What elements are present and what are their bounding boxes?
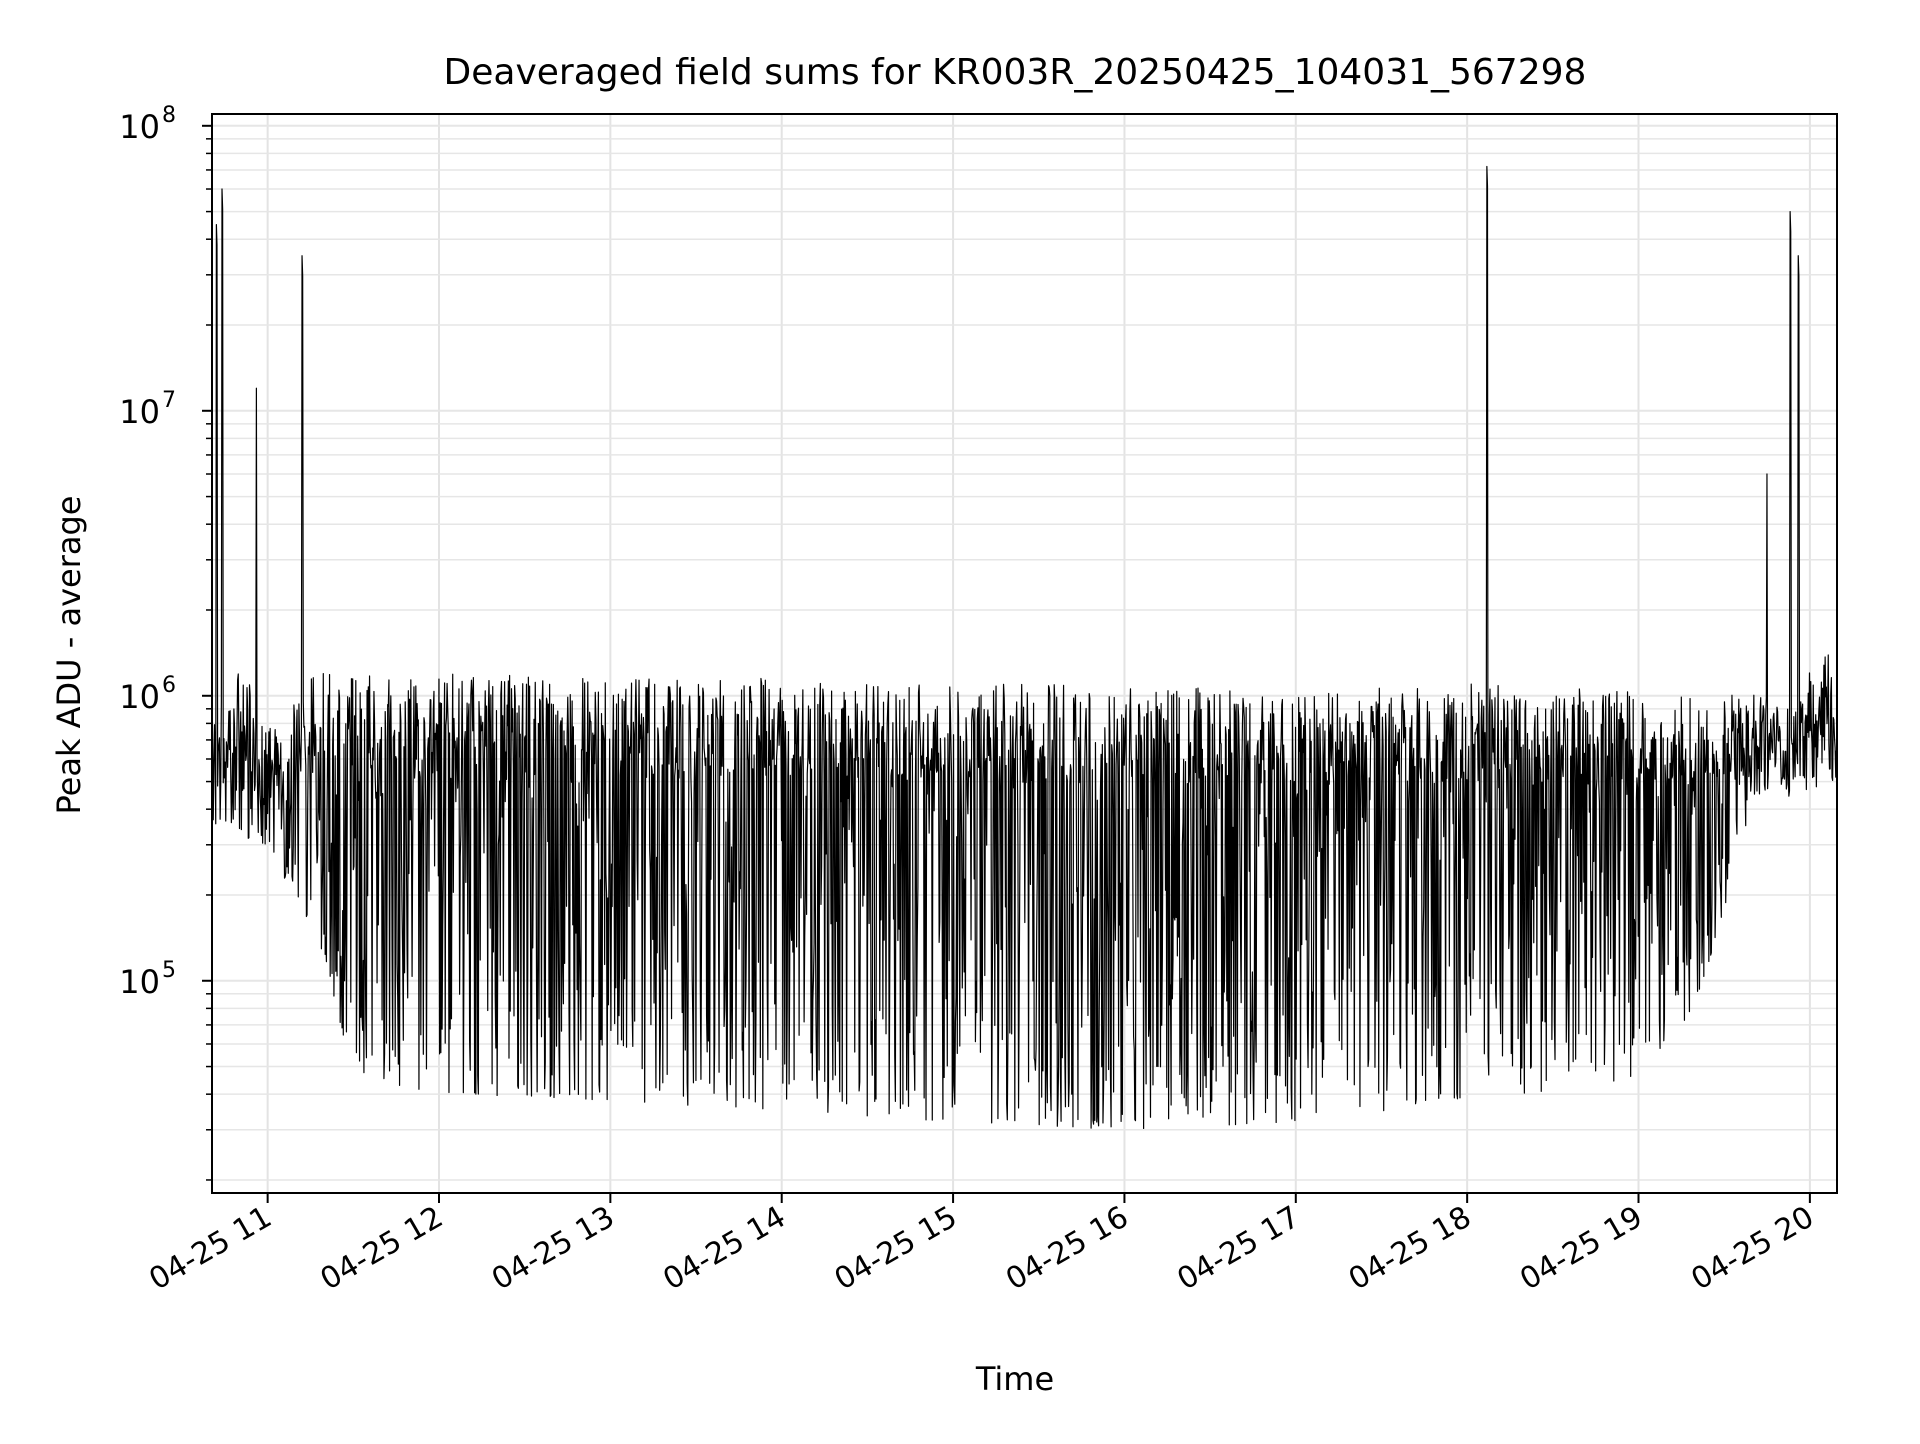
y-axis-label: Peak ADU - average [50,496,88,815]
y-tick-label: 10 [119,963,160,1001]
y-tick-label: 10 [119,108,160,146]
y-tick-exponent: 5 [162,958,176,983]
y-tick-label: 10 [119,678,160,716]
y-tick-exponent: 8 [162,103,176,128]
series-line [211,165,1838,1130]
y-tick-exponent: 7 [162,388,176,413]
y-tick-label: 10 [119,393,160,431]
plot-frame [211,113,1838,1194]
x-axis-label: Time [975,1360,1054,1398]
series-line-group [211,165,1838,1130]
chart-title: Deaveraged field sums for KR003R_2025042… [444,52,1587,93]
y-tick-exponent: 6 [162,673,176,698]
